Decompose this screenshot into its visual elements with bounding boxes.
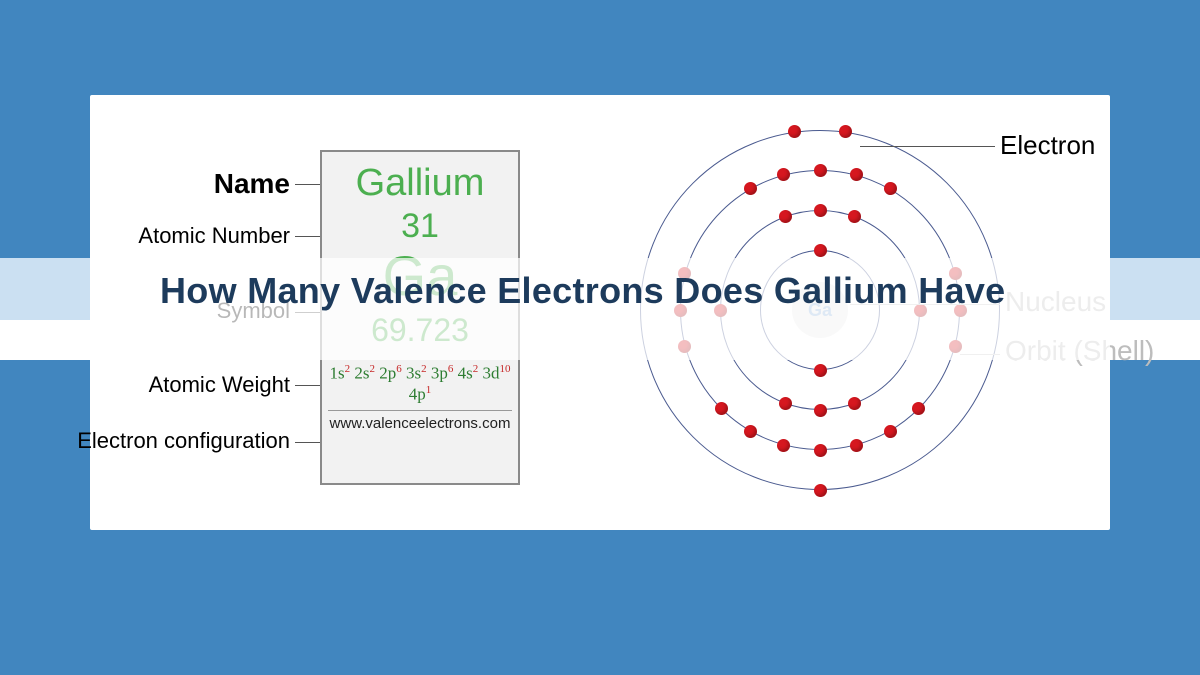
electron <box>715 402 728 415</box>
electron <box>779 210 792 223</box>
leader-ec <box>295 442 320 443</box>
electron <box>850 168 863 181</box>
electron <box>744 182 757 195</box>
leader-atomic-weight <box>295 385 320 386</box>
element-atomic-number: 31 <box>322 207 518 246</box>
label-electron-configuration: Electron configuration <box>60 428 290 454</box>
electron <box>814 164 827 177</box>
bohr-leader-electron <box>860 146 995 147</box>
label-atomic-number: Atomic Number <box>100 223 290 249</box>
electron <box>884 182 897 195</box>
electron <box>814 204 827 217</box>
element-electron-configuration: 1s2 2s2 2p6 3s2 3p6 4s2 3d10 4p1 <box>322 363 518 404</box>
label-atomic-weight: Atomic Weight <box>100 372 290 398</box>
electron <box>839 125 852 138</box>
electron <box>850 439 863 452</box>
electron <box>814 404 827 417</box>
leader-atomic-number <box>295 236 320 237</box>
label-name: Name <box>100 168 290 200</box>
leader-name <box>295 184 320 185</box>
electron <box>814 244 827 257</box>
bohr-label-electron: Electron <box>1000 130 1095 161</box>
electron <box>744 425 757 438</box>
electron <box>814 444 827 457</box>
element-name: Gallium <box>322 162 518 205</box>
electron <box>814 484 827 497</box>
element-site: www.valenceelectrons.com <box>328 410 512 432</box>
electron <box>814 364 827 377</box>
electron <box>884 425 897 438</box>
electron <box>848 210 861 223</box>
headline: How Many Valence Electrons Does Gallium … <box>160 268 1060 313</box>
electron <box>777 439 790 452</box>
